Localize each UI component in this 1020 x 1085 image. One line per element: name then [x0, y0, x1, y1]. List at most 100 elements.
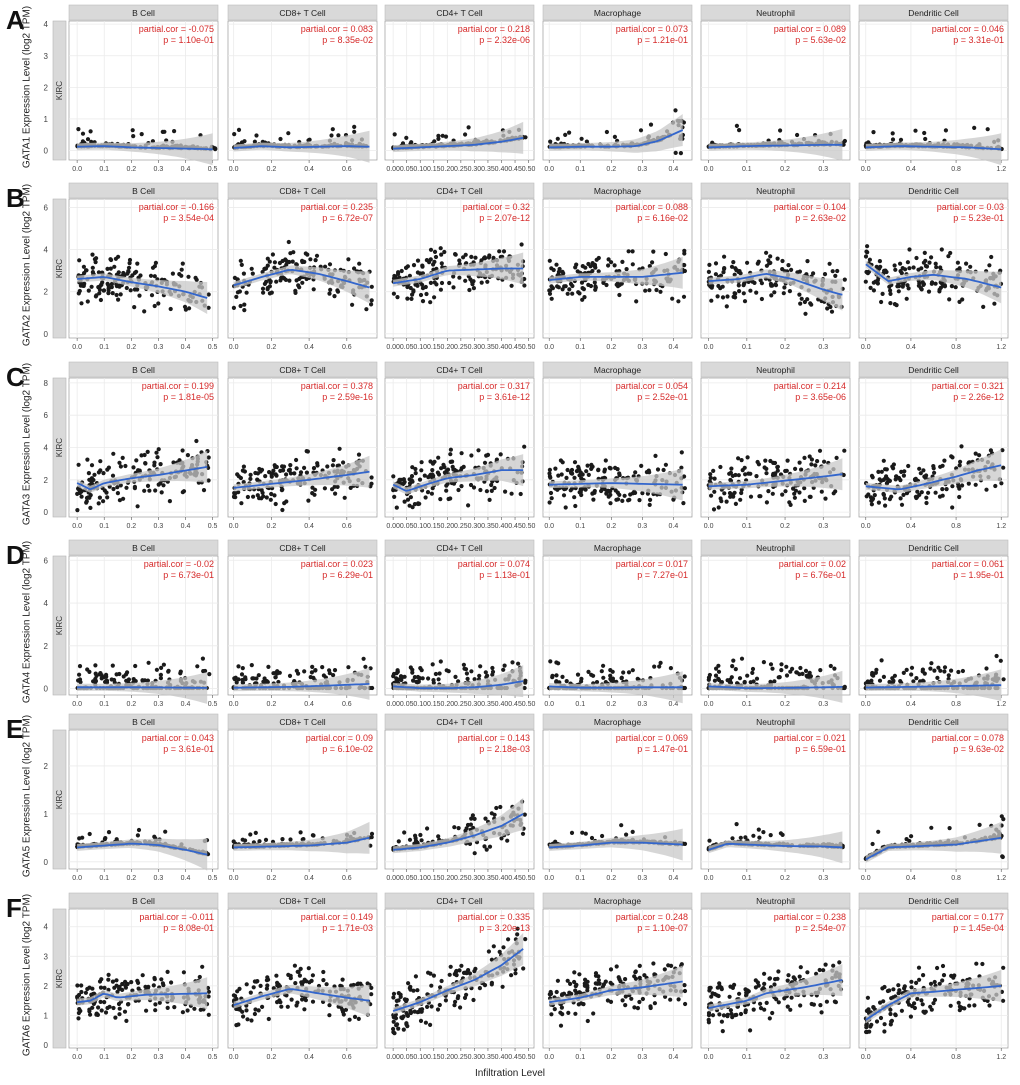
- y-tick-label: 0: [44, 147, 49, 156]
- scatter-point: [681, 501, 686, 506]
- facet-strip: [542, 539, 693, 556]
- x-tick-label: 0.0: [861, 701, 871, 708]
- scatter-point: [585, 463, 590, 468]
- y-tick-label: 0: [44, 330, 49, 339]
- x-tick-label: 0.3: [637, 701, 647, 708]
- facet-strip: [68, 182, 219, 199]
- scatter-point: [558, 458, 564, 463]
- p-value-label: p = 7.27e-01: [637, 570, 688, 580]
- scatter-point: [882, 496, 887, 501]
- facet-title: CD8+ T Cell: [279, 365, 325, 375]
- scatter-point: [871, 288, 877, 293]
- fit-line: [708, 143, 843, 149]
- scatter-point: [333, 491, 338, 496]
- scatter-point: [501, 249, 507, 254]
- scatter-point: [410, 292, 415, 297]
- scatter-point: [928, 666, 933, 671]
- scatter-point: [931, 464, 936, 469]
- scatter-point: [819, 489, 824, 494]
- scatter-point: [942, 665, 948, 670]
- facet-title: CD4+ T Cell: [436, 365, 482, 375]
- scatter-point: [161, 483, 166, 488]
- scatter-point: [97, 291, 102, 296]
- scatter-point: [369, 298, 374, 303]
- scatter-point: [711, 507, 717, 512]
- scatter-point: [892, 263, 897, 268]
- scatter-point: [167, 499, 172, 504]
- partial-cor-label: partial.cor = 0.199: [142, 381, 214, 391]
- scatter-point: [479, 258, 484, 263]
- scatter-point: [426, 676, 431, 681]
- scatter-point: [949, 284, 955, 289]
- facet-title: B Cell: [132, 186, 155, 196]
- x-tick-label: 0.30: [468, 344, 482, 351]
- facet-title: Macrophage: [594, 8, 642, 18]
- scatter-point: [582, 295, 587, 300]
- scatter-point: [596, 269, 601, 274]
- scatter-point: [586, 669, 591, 675]
- facet-strip: [384, 4, 535, 21]
- scatter-point: [842, 138, 848, 144]
- scatter-point: [929, 255, 934, 260]
- scatter-point: [879, 658, 884, 663]
- scatter-point: [94, 673, 99, 679]
- scatter-point: [81, 264, 86, 269]
- scatter-point: [922, 250, 927, 255]
- scatter-point: [310, 491, 315, 496]
- scatter-point: [565, 467, 570, 473]
- scatter-point: [288, 463, 293, 468]
- scatter-point: [116, 270, 121, 275]
- scatter-point: [330, 463, 335, 468]
- facet-strip: [858, 539, 1009, 556]
- scatter-point: [415, 680, 420, 685]
- scatter-point: [764, 500, 770, 505]
- scatter-point: [973, 482, 978, 487]
- scatter-point: [274, 279, 279, 284]
- scatter-point: [420, 299, 426, 304]
- scatter-point: [741, 291, 746, 296]
- x-tick-label: 0.50: [522, 344, 536, 351]
- x-tick-label: 0.4: [181, 344, 191, 351]
- scatter-point: [149, 293, 155, 298]
- scatter-point: [293, 290, 298, 295]
- scatter-point: [930, 280, 935, 285]
- scatter-point: [909, 665, 915, 670]
- scatter-point: [754, 290, 759, 295]
- scatter-point: [942, 283, 947, 288]
- x-tick-label: 0.4: [906, 166, 916, 173]
- scatter-point: [937, 289, 942, 294]
- scatter-point: [932, 668, 937, 673]
- scatter-point: [709, 298, 714, 303]
- scatter-point: [399, 268, 404, 274]
- scatter-point: [78, 488, 83, 493]
- x-tick-label: 0.05: [400, 523, 414, 530]
- scatter-point: [447, 280, 452, 286]
- x-tick-label: 0.50: [522, 701, 536, 708]
- x-tick-label: 1.2: [996, 166, 1006, 173]
- scatter-point: [960, 668, 966, 674]
- scatter-point: [993, 483, 998, 489]
- scatter-point: [869, 678, 874, 683]
- facet-title: B Cell: [132, 8, 155, 18]
- x-tick-label: 0.2: [126, 701, 136, 708]
- scatter-point: [764, 471, 769, 476]
- scatter-point: [766, 489, 771, 494]
- scatter-point: [815, 459, 820, 464]
- scatter-point: [75, 508, 80, 513]
- partial-cor-label: partial.cor = 0.218: [458, 24, 530, 34]
- y-tick-label: 2: [44, 288, 49, 297]
- scatter-point: [490, 665, 495, 671]
- scatter-point: [234, 680, 239, 685]
- scatter-point: [431, 262, 436, 267]
- scatter-point: [823, 496, 828, 501]
- scatter-point: [272, 260, 277, 265]
- scatter-point: [713, 673, 719, 678]
- scatter-point: [924, 495, 929, 500]
- scatter-point: [90, 252, 95, 257]
- scatter-point: [770, 283, 775, 288]
- y-tick-label: 0: [44, 858, 49, 867]
- facet-strip: [68, 4, 219, 21]
- partial-cor-label: partial.cor = 0.017: [616, 559, 688, 569]
- scatter-point: [417, 477, 423, 482]
- scatter-point: [768, 254, 773, 259]
